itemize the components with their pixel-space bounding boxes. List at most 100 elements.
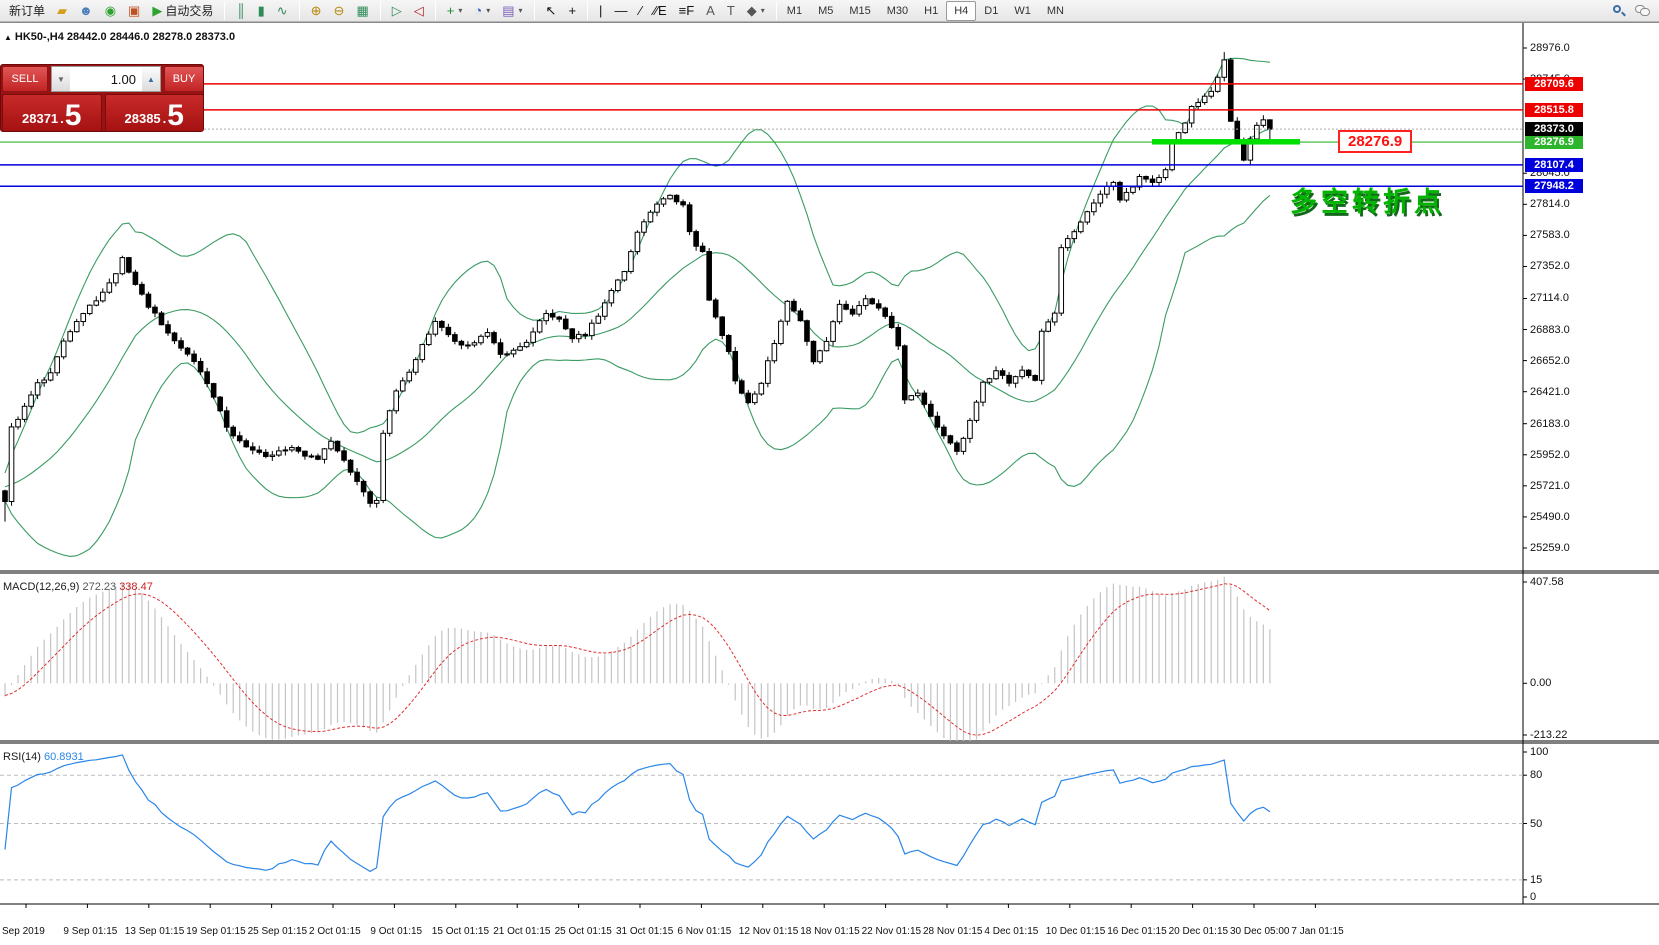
toolbar-separator bbox=[224, 1, 226, 20]
auto-scroll-icon[interactable]: ◁ bbox=[408, 1, 430, 21]
timeframe-w1[interactable]: W1 bbox=[1014, 4, 1031, 17]
text-label-icon: T bbox=[726, 3, 735, 18]
zoom-out-icon[interactable]: ⊖ bbox=[328, 1, 351, 21]
indicators-dropdown[interactable]: ▤ ▾ bbox=[496, 1, 528, 21]
buy-price-button[interactable]: 28385. 5 bbox=[104, 94, 203, 131]
candlestick-mode-icon[interactable]: ▮ bbox=[252, 1, 271, 21]
sell-price-button[interactable]: 28371. 5 bbox=[2, 94, 102, 131]
signals-icon[interactable]: ◉ bbox=[99, 1, 122, 21]
candle-body bbox=[569, 328, 576, 340]
chat-icon[interactable] bbox=[1635, 5, 1651, 16]
date-tick-label: 19 Sep 01:15 bbox=[186, 926, 246, 937]
macd-label: MACD(12,26,9) 272.23 338.47 bbox=[3, 581, 153, 593]
candle-body bbox=[54, 356, 60, 374]
zoom-in-icon[interactable]: ⊕ bbox=[305, 1, 328, 21]
candle-body bbox=[856, 305, 862, 315]
cursor-icon[interactable]: ↖ bbox=[540, 1, 563, 21]
vertical-line-icon[interactable]: | bbox=[593, 1, 608, 21]
profiles-dropdown[interactable]: ◔ ▾ bbox=[468, 1, 496, 21]
toolbar-group: 新订单 ▰ ☻ ◉ ▣ ▶ 自动交易 bbox=[0, 0, 222, 22]
candle-body bbox=[706, 251, 712, 301]
timeframe-h1[interactable]: H1 bbox=[924, 4, 939, 17]
date-tick-label: 25 Oct 01:15 bbox=[554, 926, 612, 937]
toolbar-separator bbox=[587, 1, 589, 20]
crosshair-icon[interactable]: + bbox=[562, 1, 582, 21]
price-annotation-box[interactable]: 28276.9 bbox=[1338, 130, 1413, 153]
candle-body bbox=[1045, 321, 1052, 332]
candle-body bbox=[263, 451, 269, 457]
equidistant-channel-icon[interactable]: ∕∕E bbox=[648, 1, 673, 21]
line-chart-mode-icon[interactable]: ∿ bbox=[271, 1, 294, 21]
candle-body bbox=[791, 300, 797, 312]
chart-area[interactable]: ▲ HK50-,H4 28442.0 28446.0 28278.0 28373.… bbox=[0, 22, 1659, 945]
candle-body bbox=[1097, 193, 1104, 204]
market-icon[interactable]: ▣ bbox=[122, 1, 146, 21]
toolbar-separator bbox=[533, 1, 535, 20]
text-icon: A bbox=[706, 3, 715, 18]
tile-windows-icon[interactable]: ▦ bbox=[350, 1, 374, 21]
rsi-axis-label: 0 bbox=[1530, 891, 1537, 903]
candle-body bbox=[80, 313, 87, 323]
bollinger-bands bbox=[4, 57, 1271, 557]
timeframe-m5[interactable]: M5 bbox=[818, 4, 834, 17]
macd-axis-label: -213.22 bbox=[1530, 729, 1568, 741]
sell-button[interactable]: SELL bbox=[2, 66, 48, 92]
gold-icon[interactable]: ▰ bbox=[51, 1, 73, 21]
bar-chart-mode-icon[interactable]: ║ bbox=[230, 1, 251, 21]
volume-decrease-button[interactable]: ▼ bbox=[52, 67, 70, 91]
new-chart-dropdown[interactable]: + ▾ bbox=[441, 1, 469, 21]
candle-body bbox=[360, 480, 367, 493]
autotrade-button[interactable]: ▶ 自动交易 bbox=[146, 1, 219, 21]
candle-body bbox=[269, 454, 276, 457]
candle-body bbox=[543, 313, 549, 322]
candle-body bbox=[106, 282, 113, 293]
sell-price-dot: . bbox=[60, 111, 64, 126]
text-label-icon[interactable]: T bbox=[721, 1, 741, 21]
candle-body bbox=[1227, 59, 1234, 122]
new-order-button[interactable]: 新订单 bbox=[3, 1, 51, 21]
volume-field[interactable]: 1.00 bbox=[70, 67, 142, 91]
volume-increase-button[interactable]: ▲ bbox=[142, 67, 160, 91]
price-tick-label: 26883.0 bbox=[1530, 323, 1570, 336]
community-icon[interactable]: ☻ bbox=[73, 1, 99, 21]
price-tick-label: 25259.0 bbox=[1530, 542, 1570, 554]
toolbar-group: ▷ ◁ bbox=[383, 0, 433, 22]
crosshair-icon: + bbox=[568, 3, 577, 18]
turning-point-label[interactable]: 多空转折点 bbox=[1290, 187, 1445, 217]
candle-body bbox=[823, 340, 830, 352]
toolbar-separator bbox=[298, 1, 300, 20]
text-icon[interactable]: A bbox=[700, 1, 721, 21]
date-tick-label: 20 Dec 01:15 bbox=[1168, 926, 1229, 937]
candle-body bbox=[967, 419, 973, 439]
timeframe-m15[interactable]: M15 bbox=[849, 4, 871, 17]
price-tick-label: 26421.0 bbox=[1530, 385, 1570, 398]
rsi-axis-label: 50 bbox=[1530, 817, 1543, 830]
buy-button[interactable]: BUY bbox=[164, 66, 203, 92]
candle-body bbox=[276, 450, 282, 456]
candle-body bbox=[1156, 177, 1162, 183]
candle-body bbox=[628, 251, 634, 273]
candle-body bbox=[243, 440, 250, 448]
candle-body bbox=[439, 320, 445, 328]
community-icon: ☻ bbox=[79, 3, 93, 18]
arrows-dropdown[interactable]: ◆ ▾ bbox=[741, 1, 771, 21]
timeframe-m1[interactable]: M1 bbox=[786, 4, 803, 17]
timeframe-h4[interactable]: H4 bbox=[946, 0, 977, 21]
trendline-icon: ∕ bbox=[639, 3, 642, 18]
price-tick-label: 27814.0 bbox=[1530, 198, 1570, 211]
fibonacci-icon[interactable]: ≡F bbox=[673, 1, 701, 21]
search-icon[interactable] bbox=[1613, 4, 1626, 17]
candle-body bbox=[1084, 211, 1091, 223]
horizontal-line-icon[interactable]: — bbox=[608, 1, 633, 21]
timeframe-mn[interactable]: MN bbox=[1046, 4, 1064, 17]
timeframe-m30[interactable]: M30 bbox=[886, 4, 909, 17]
chart-canvas bbox=[0, 22, 1659, 908]
timeframe-d1[interactable]: D1 bbox=[984, 4, 999, 17]
candle-body bbox=[1260, 119, 1267, 126]
zoom-out-icon: ⊖ bbox=[333, 3, 345, 18]
price-tick-label: 27583.0 bbox=[1530, 229, 1570, 242]
highlight-trend-segment[interactable] bbox=[1152, 139, 1300, 145]
chart-shift-icon[interactable]: ▷ bbox=[386, 1, 408, 21]
macd-params: MACD(12,26,9) bbox=[3, 581, 83, 593]
trendline-icon[interactable]: ∕ bbox=[633, 1, 647, 21]
